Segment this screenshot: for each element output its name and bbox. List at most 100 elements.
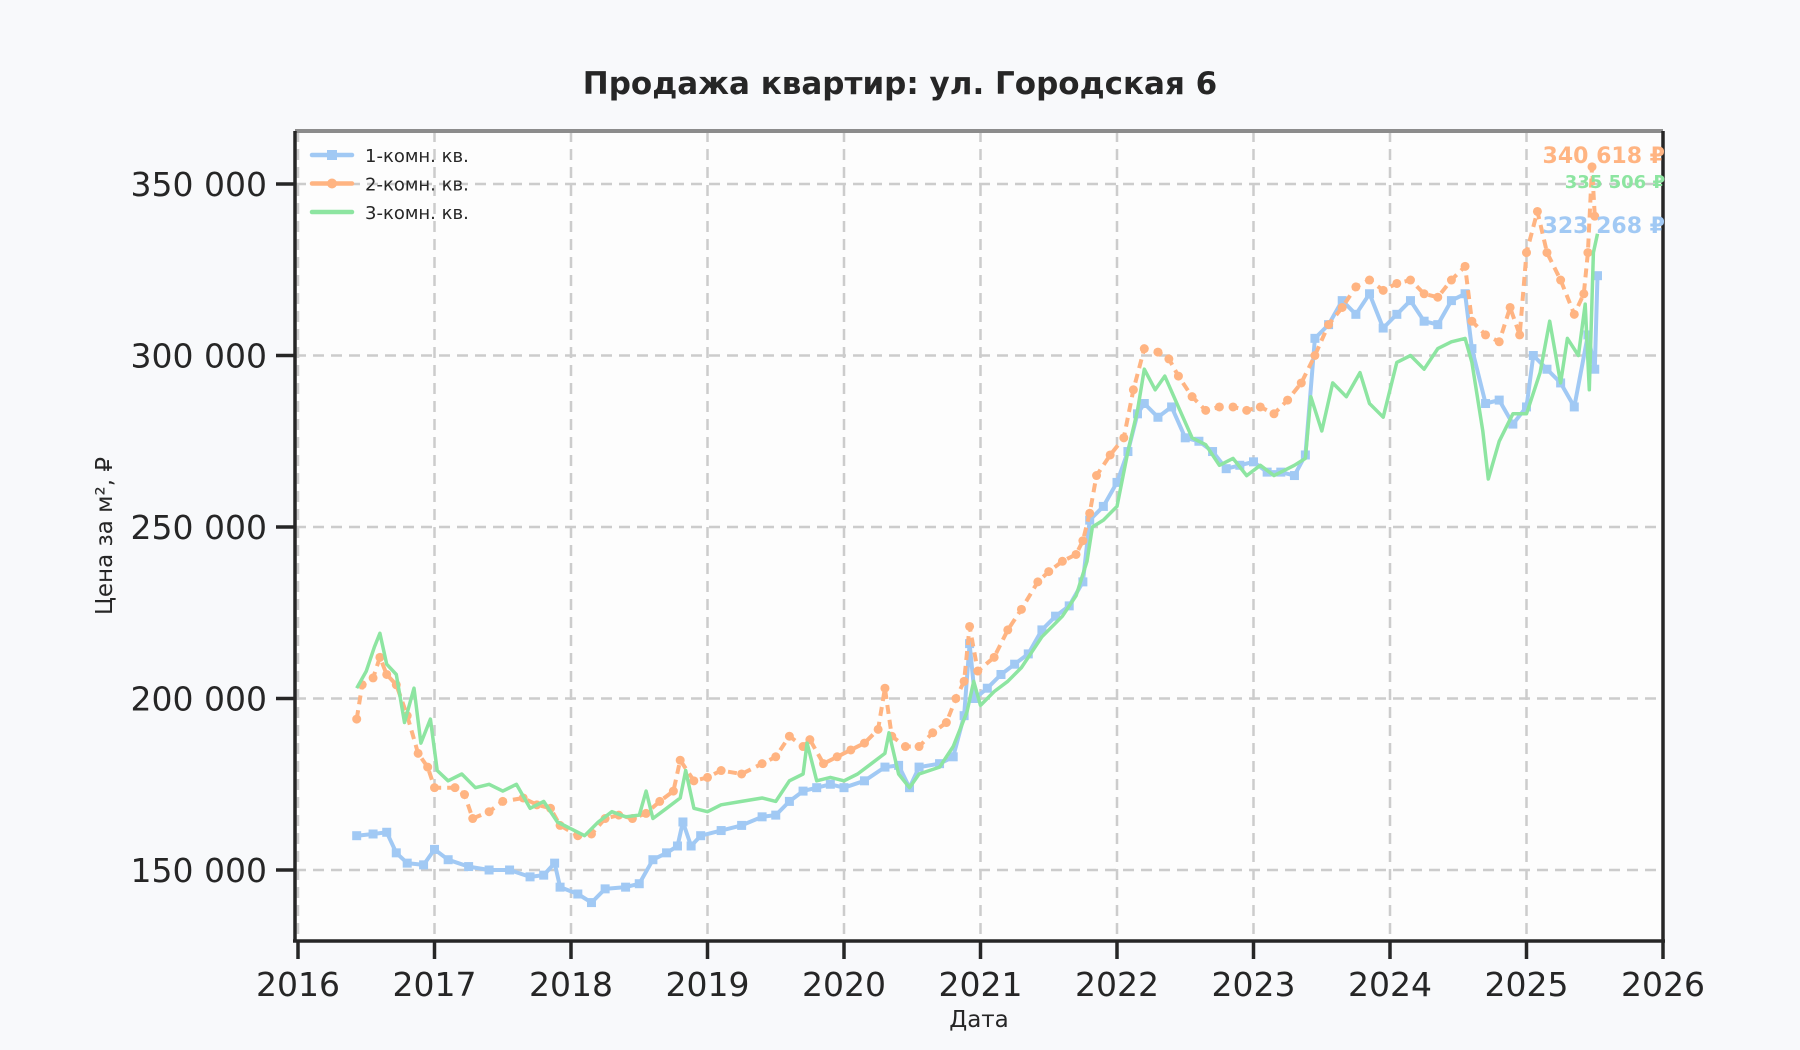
data-marker [1153, 347, 1163, 357]
data-marker [973, 666, 983, 676]
data-marker [928, 728, 938, 738]
data-marker [737, 769, 747, 779]
data-marker [1569, 402, 1579, 412]
data-marker [1173, 371, 1183, 381]
data-marker [1467, 344, 1477, 354]
data-marker [443, 855, 453, 865]
data-marker [757, 759, 767, 769]
data-marker [880, 762, 890, 772]
data-marker [798, 786, 808, 796]
data-marker [1092, 471, 1102, 481]
data-marker [771, 752, 781, 762]
data-marker [1033, 577, 1043, 587]
data-marker [368, 673, 378, 683]
data-marker [900, 742, 910, 752]
data-marker [1187, 392, 1197, 402]
data-marker [1337, 302, 1347, 312]
data-marker [1296, 378, 1306, 388]
x-tick-label: 2016 [256, 965, 340, 1004]
data-marker [672, 841, 682, 851]
data-marker [662, 848, 672, 858]
data-marker [880, 683, 890, 693]
data-marker [1405, 296, 1415, 306]
data-marker [839, 783, 849, 793]
legend-item-3: 3-комн. кв. [309, 203, 469, 224]
data-marker [1289, 471, 1299, 481]
data-marker [1078, 536, 1088, 546]
data-marker [1583, 248, 1593, 258]
data-marker [1522, 248, 1531, 258]
data-marker [655, 796, 665, 806]
data-marker [1460, 289, 1470, 299]
data-marker [1446, 296, 1456, 306]
x-tick-label: 2020 [802, 965, 886, 1004]
data-marker [573, 889, 583, 899]
data-marker [1085, 508, 1095, 518]
data-marker [1128, 385, 1138, 395]
data-marker [1324, 320, 1334, 330]
data-marker [1010, 659, 1020, 669]
data-marker [859, 776, 869, 786]
data-marker [419, 860, 429, 870]
data-marker [1016, 604, 1026, 614]
data-marker [634, 879, 644, 889]
data-marker [982, 683, 992, 693]
y-tick-label: 350 000 [131, 165, 267, 204]
data-marker [1221, 464, 1231, 474]
data-marker [1164, 354, 1174, 364]
data-marker [996, 669, 1006, 679]
data-marker [965, 621, 975, 631]
data-marker [1494, 337, 1504, 347]
legend-item-1: 1-комн. кв. [309, 146, 469, 167]
data-marker [430, 844, 439, 854]
data-marker [970, 694, 980, 703]
data-marker [737, 820, 747, 830]
data-marker [1105, 450, 1115, 460]
data-marker [1528, 351, 1538, 360]
data-marker [1508, 419, 1518, 429]
x-tick-label: 2017 [393, 965, 477, 1004]
data-marker [873, 724, 883, 734]
data-marker [1351, 282, 1361, 292]
data-marker [959, 676, 969, 686]
end-value-label: 340 618 ₽ [1543, 144, 1665, 169]
x-tick-label: 2021 [939, 965, 1023, 1004]
y-tick-label: 150 000 [131, 851, 267, 890]
data-marker [1587, 162, 1597, 172]
data-marker [1351, 309, 1361, 319]
data-marker [1392, 278, 1402, 288]
data-marker [689, 776, 699, 786]
data-marker [498, 796, 508, 806]
data-marker [1310, 351, 1320, 360]
data-marker [894, 760, 904, 770]
data-marker [468, 814, 478, 824]
series-layer [352, 162, 1602, 908]
data-marker [832, 752, 842, 762]
data-marker [686, 841, 696, 851]
chart-title: Продажа квартир: ул. Городская 6 [582, 66, 1218, 102]
data-marker [1242, 405, 1252, 415]
data-marker [555, 882, 565, 892]
legend-label: 3-комн. кв. [365, 203, 469, 224]
data-marker [1249, 457, 1258, 467]
data-marker [1119, 433, 1129, 443]
series-line [355, 233, 1600, 838]
y-tick-label: 200 000 [131, 680, 267, 719]
data-marker [1139, 344, 1149, 354]
data-marker [951, 694, 961, 703]
x-axis-label: Дата [949, 1007, 1009, 1033]
data-marker [464, 862, 474, 872]
data-marker [1228, 402, 1238, 412]
data-marker [1023, 649, 1033, 659]
data-marker [1153, 412, 1163, 422]
data-marker [352, 831, 362, 841]
data-marker [941, 718, 951, 728]
legend-marker [327, 150, 337, 160]
data-marker [1365, 275, 1375, 285]
legend-item-2: 2-комн. кв. [309, 175, 469, 196]
data-marker [948, 752, 958, 762]
data-marker [352, 714, 362, 724]
x-tick-label: 2026 [1621, 965, 1705, 1004]
data-marker [819, 759, 829, 769]
data-marker [1283, 395, 1293, 405]
